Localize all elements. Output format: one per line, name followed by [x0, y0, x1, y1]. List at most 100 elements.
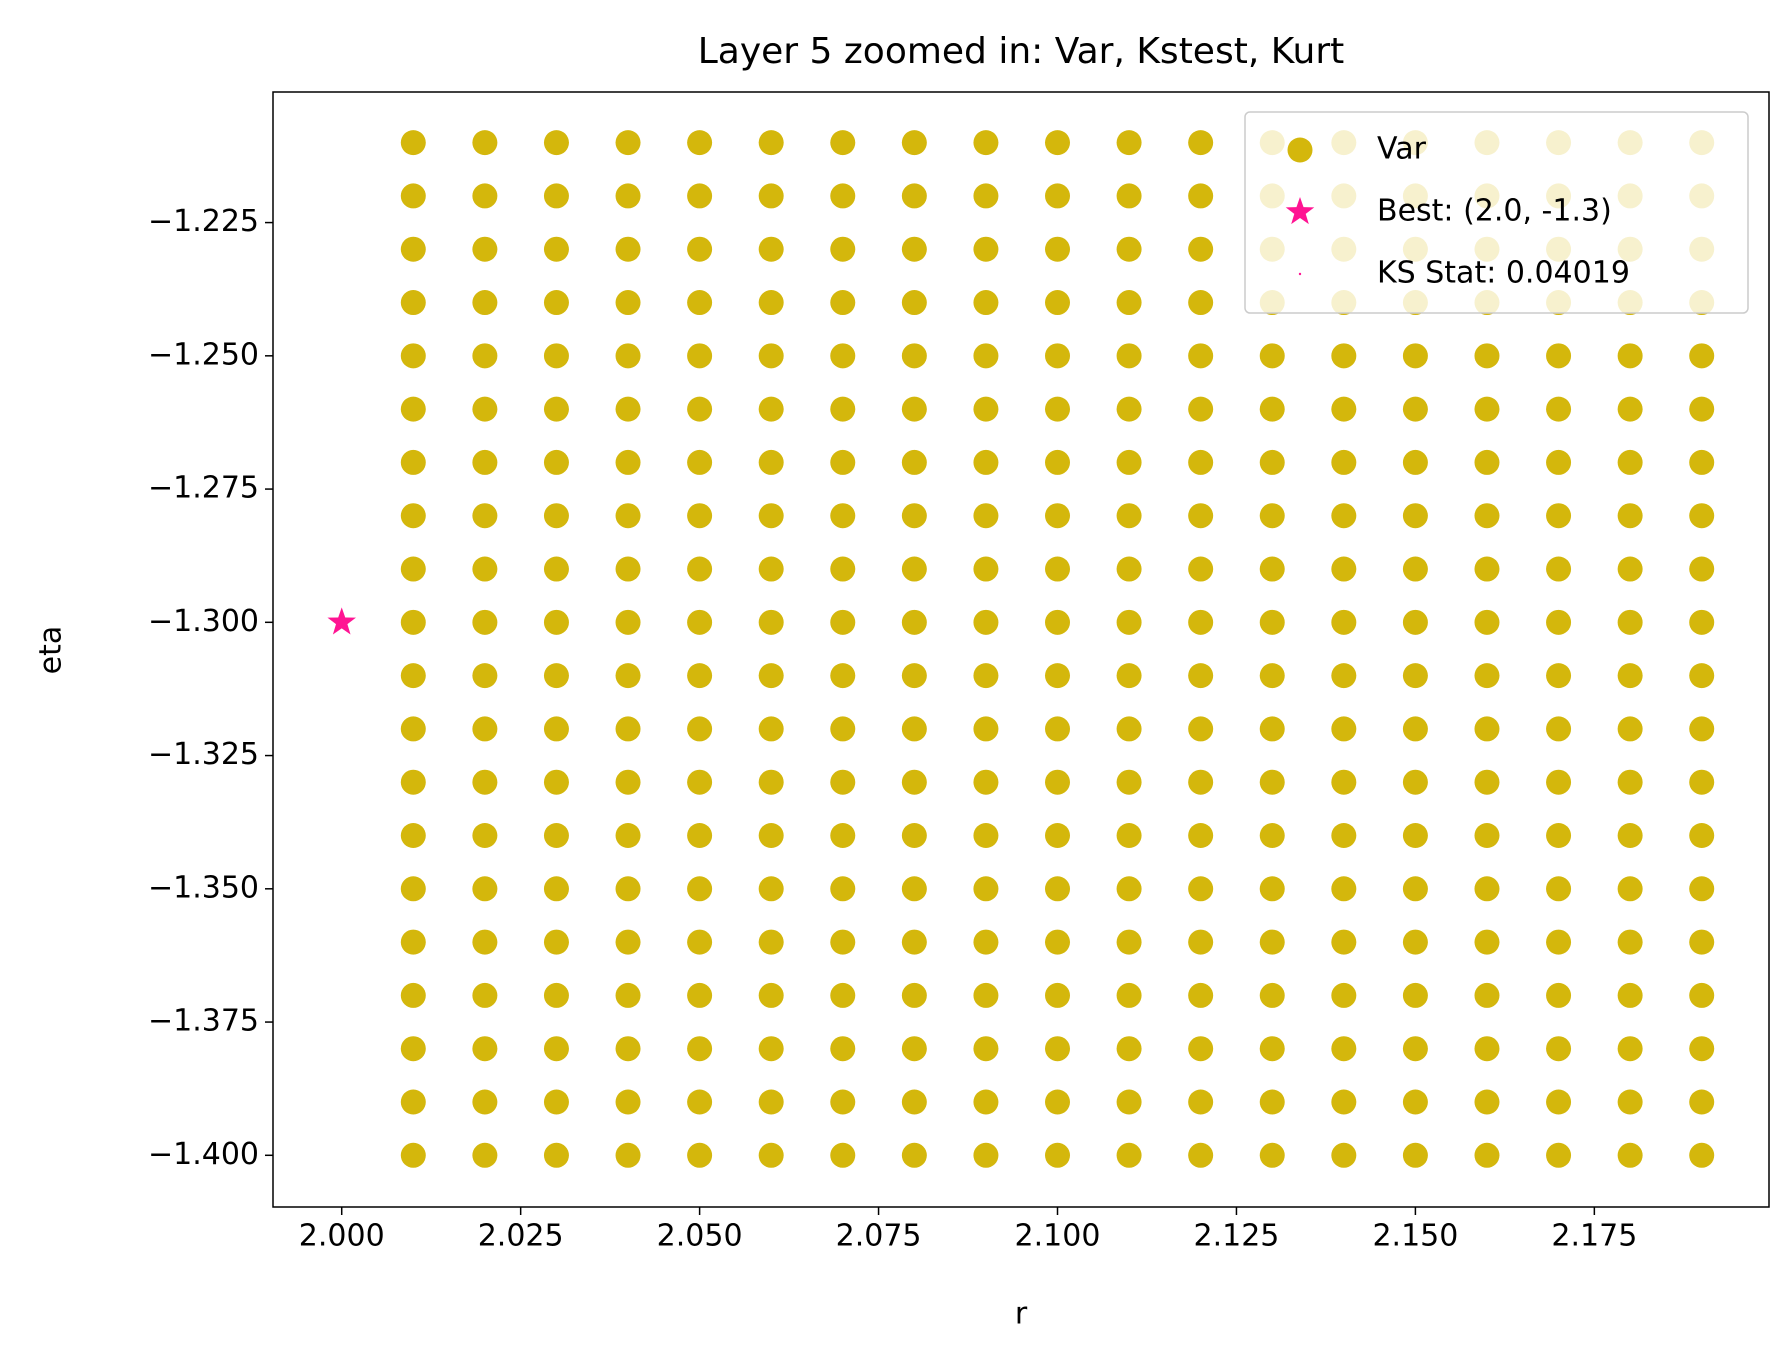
dot-marker	[830, 183, 856, 209]
dot-marker	[615, 663, 641, 689]
dot-marker	[973, 876, 999, 902]
dot-marker	[973, 236, 999, 262]
dot-marker	[830, 130, 856, 156]
dot-marker	[1617, 343, 1643, 369]
dot-marker	[830, 556, 856, 582]
dot-marker	[687, 769, 713, 795]
dot-marker	[1116, 663, 1142, 689]
dot-marker	[1402, 982, 1428, 1008]
dot-marker	[1546, 1142, 1572, 1168]
x-tick-label: 2.075	[836, 1219, 922, 1254]
dot-marker	[830, 1142, 856, 1168]
dot-marker	[758, 1089, 784, 1115]
dot-marker	[1402, 769, 1428, 795]
dot-marker	[1546, 343, 1572, 369]
dot-marker	[1116, 1142, 1142, 1168]
dot-marker	[543, 1142, 569, 1168]
dot-marker	[543, 1036, 569, 1062]
dot-marker	[615, 130, 641, 156]
dot-marker	[472, 503, 498, 529]
dot-marker	[543, 823, 569, 849]
dot-marker	[1331, 769, 1357, 795]
dot-marker	[1402, 556, 1428, 582]
dot-marker	[1474, 876, 1500, 902]
dot-marker	[1045, 1089, 1071, 1115]
dot-marker	[1188, 236, 1214, 262]
dot-marker	[1617, 609, 1643, 635]
dot-marker	[973, 449, 999, 475]
dot-marker	[1474, 769, 1500, 795]
dot-marker	[1402, 716, 1428, 742]
dot-marker	[472, 396, 498, 422]
dot-marker	[1474, 343, 1500, 369]
dot-marker	[1188, 663, 1214, 689]
dot-marker	[400, 876, 426, 902]
dot-marker	[1188, 503, 1214, 529]
dot-marker	[1689, 396, 1715, 422]
dot-marker	[973, 343, 999, 369]
dot-marker	[758, 769, 784, 795]
dot-marker	[830, 663, 856, 689]
dot-marker	[1188, 1142, 1214, 1168]
dot-marker	[830, 876, 856, 902]
dot-marker	[1045, 1142, 1071, 1168]
dot-marker	[687, 876, 713, 902]
dot-marker	[1474, 556, 1500, 582]
dot-marker	[1617, 876, 1643, 902]
dot-marker	[615, 929, 641, 955]
dot-marker	[1188, 1036, 1214, 1062]
dot-marker	[1617, 929, 1643, 955]
dot-marker	[1617, 449, 1643, 475]
dot-marker	[543, 663, 569, 689]
dot-marker	[758, 823, 784, 849]
dot-marker	[1474, 503, 1500, 529]
dot-marker	[615, 1089, 641, 1115]
dot-marker	[615, 343, 641, 369]
dot-marker	[1474, 716, 1500, 742]
dot-marker	[973, 982, 999, 1008]
dot-marker	[400, 663, 426, 689]
dot-marker	[973, 1142, 999, 1168]
dot-marker	[400, 343, 426, 369]
dot-marker	[1116, 503, 1142, 529]
x-tick-label: 2.150	[1372, 1219, 1458, 1254]
dot-marker	[1116, 556, 1142, 582]
dot-marker	[901, 609, 927, 635]
dot-marker	[1116, 343, 1142, 369]
dot-marker	[543, 343, 569, 369]
dot-marker	[830, 982, 856, 1008]
dot-marker	[1331, 343, 1357, 369]
dot-marker	[1546, 876, 1572, 902]
star-marker	[1285, 197, 1315, 225]
dot-marker	[1116, 1036, 1142, 1062]
dot-marker	[758, 183, 784, 209]
dot-marker	[758, 609, 784, 635]
dot-marker	[1402, 929, 1428, 955]
dot-marker	[472, 236, 498, 262]
dot-marker	[901, 396, 927, 422]
dot-marker	[400, 556, 426, 582]
dot-marker	[1331, 663, 1357, 689]
dot-marker	[830, 823, 856, 849]
dot-marker	[1188, 1089, 1214, 1115]
dot-marker	[901, 823, 927, 849]
dot-marker	[1045, 769, 1071, 795]
y-tick-label: −1.350	[148, 870, 259, 905]
dot-marker	[1546, 1036, 1572, 1062]
dot-marker	[1259, 929, 1285, 955]
dot-marker	[1689, 449, 1715, 475]
dot-marker	[1617, 1142, 1643, 1168]
dot-marker	[973, 503, 999, 529]
dot-marker	[543, 236, 569, 262]
dot-marker	[472, 982, 498, 1008]
dot-marker	[1116, 929, 1142, 955]
dot-marker	[1188, 929, 1214, 955]
dot-marker	[1474, 1036, 1500, 1062]
dot-marker	[615, 716, 641, 742]
dot-marker	[1402, 503, 1428, 529]
dot-marker	[615, 1036, 641, 1062]
dot-marker	[1546, 1089, 1572, 1115]
dot-marker	[1287, 137, 1313, 163]
dot-marker	[1689, 1142, 1715, 1168]
dot-marker	[1402, 396, 1428, 422]
